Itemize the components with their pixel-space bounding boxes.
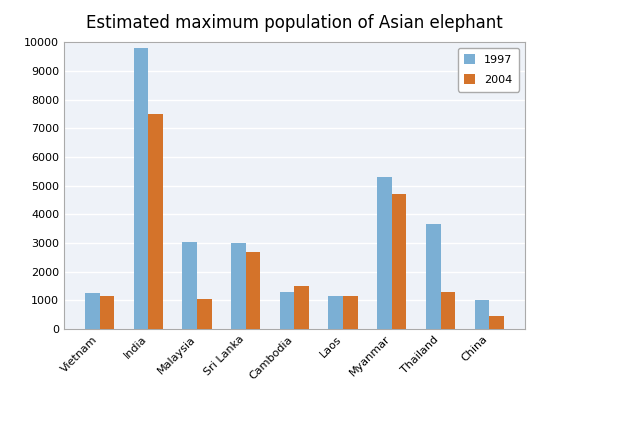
Bar	[148, 114, 163, 329]
Bar	[100, 296, 114, 329]
Bar	[85, 293, 100, 329]
Bar	[134, 48, 148, 329]
Bar	[377, 177, 392, 329]
Bar	[182, 242, 197, 329]
Bar	[246, 252, 260, 329]
Bar	[475, 300, 489, 329]
Bar	[392, 194, 406, 329]
Legend: 1997, 2004: 1997, 2004	[458, 48, 519, 92]
Bar	[440, 292, 455, 329]
Bar	[294, 286, 309, 329]
Bar	[426, 225, 440, 329]
Bar	[280, 292, 294, 329]
Bar	[343, 296, 358, 329]
Bar	[489, 316, 504, 329]
Bar	[197, 299, 212, 329]
Bar	[328, 296, 343, 329]
Bar	[231, 243, 246, 329]
Title: Estimated maximum population of Asian elephant: Estimated maximum population of Asian el…	[86, 14, 503, 32]
